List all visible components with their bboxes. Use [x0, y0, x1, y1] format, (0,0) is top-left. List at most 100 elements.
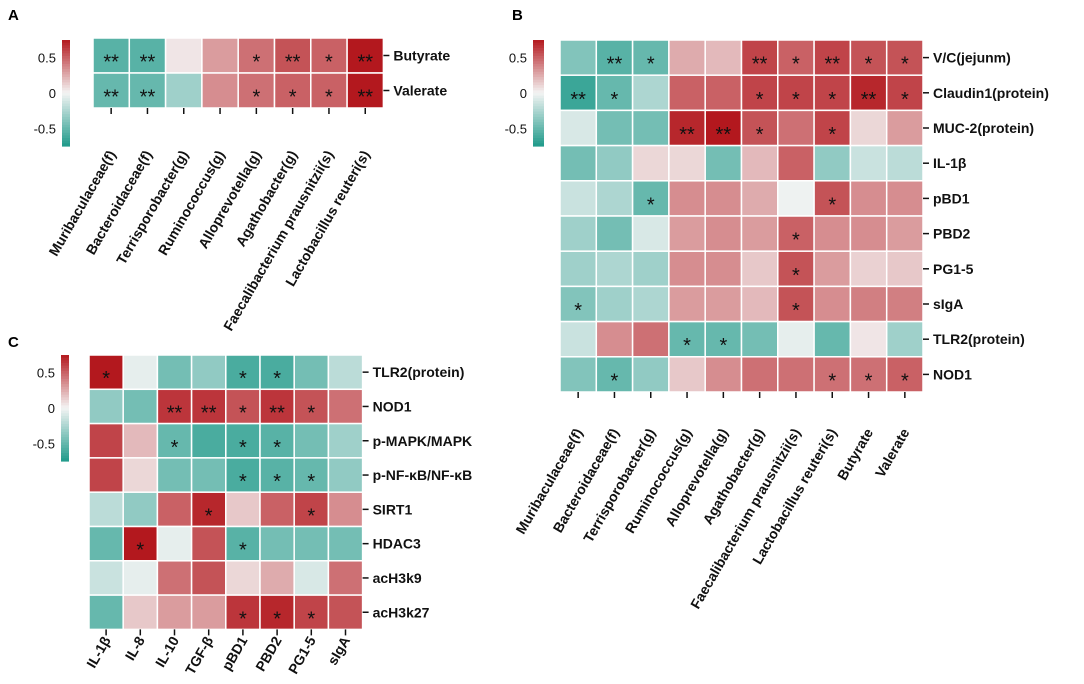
heatmap-cell: [595, 144, 634, 182]
heatmap-cell: [259, 491, 295, 528]
significance-mark: *: [683, 335, 691, 357]
row-label: V/C(jejunm): [933, 50, 1011, 66]
heatmap-cell: [595, 250, 634, 288]
significance-mark: *: [273, 368, 281, 390]
significance-mark: **: [201, 402, 217, 424]
colorbar-segment: [62, 42, 70, 46]
column-label: Butyrate: [834, 425, 876, 482]
heatmap-cell: [310, 37, 348, 74]
heatmap-cell: [849, 320, 888, 358]
colorbar-segment: [61, 378, 69, 383]
colorbar-segment: [533, 100, 544, 105]
heatmap-cell: [668, 250, 706, 288]
colorbar-segment: [533, 55, 544, 60]
significance-mark: *: [307, 471, 315, 493]
column-label: IL-8: [122, 633, 148, 663]
significance-mark: *: [239, 540, 247, 562]
significance-mark: *: [205, 505, 213, 527]
significance-mark: *: [171, 437, 179, 459]
colorbar-segment: [61, 437, 69, 441]
row-label: TLR2(protein): [373, 364, 465, 380]
colorbar-segment: [62, 85, 70, 89]
colorbar-segment: [62, 124, 70, 129]
colorbar-segment: [533, 135, 544, 139]
heatmap-cell: [704, 180, 743, 217]
significance-mark: **: [716, 124, 732, 146]
heatmap-cell: [293, 354, 330, 391]
heatmap-cell: [225, 594, 261, 631]
significance-mark: **: [103, 52, 119, 74]
heatmap-cell: [156, 560, 193, 596]
colorbar-segment: [62, 40, 70, 44]
heatmap-cell: [885, 144, 924, 182]
heatmap-cell: [668, 356, 706, 393]
heatmap-cell: [88, 594, 124, 631]
heatmap-cell: [559, 144, 598, 182]
heatmap-cell: [849, 144, 888, 182]
panel-letter-c: C: [8, 334, 19, 351]
heatmap-cell: [631, 109, 670, 147]
significance-mark: *: [611, 370, 619, 392]
significance-mark: *: [574, 300, 582, 322]
significance-mark: *: [273, 471, 281, 493]
heatmap-cell: [885, 356, 924, 393]
heatmap-cell: [849, 215, 888, 252]
significance-mark: *: [325, 87, 333, 109]
colorbar-segment: [533, 124, 544, 129]
significance-mark: *: [792, 89, 800, 111]
heatmap-cell: [740, 180, 779, 217]
colorbar-segment: [533, 114, 544, 118]
colorbar-tick-label: 0.5: [509, 51, 527, 66]
column-label: Bacteroidaceae(f): [549, 426, 622, 536]
column-label: Muribaculaceae(f): [512, 426, 585, 537]
heatmap-cell: [164, 37, 203, 74]
significance-mark: **: [679, 124, 695, 146]
heatmap-cell: [595, 109, 634, 147]
significance-mark: **: [861, 89, 877, 111]
colorbar-segment: [62, 90, 70, 94]
heatmap-cell: [777, 215, 815, 252]
significance-mark: *: [901, 54, 909, 76]
heatmap-cell: [849, 180, 888, 217]
heatmap-cell: [237, 72, 276, 109]
colorbar-segment: [62, 82, 70, 86]
colorbar-segment: [533, 77, 544, 81]
colorbar-segment: [61, 389, 69, 393]
heatmap-cell: [327, 594, 364, 631]
heatmap-cell: [225, 525, 261, 562]
heatmap-cell: [88, 525, 124, 562]
heatmap-cell: [595, 215, 634, 252]
colorbar-segment: [62, 143, 70, 147]
colorbar-segment: [62, 140, 70, 144]
heatmap-cell: [704, 109, 743, 147]
colorbar-tick-label: -0.5: [33, 436, 55, 451]
colorbar-segment: [62, 93, 70, 97]
significance-mark: *: [611, 89, 619, 111]
colorbar-segment: [61, 400, 69, 404]
heatmap-cell: [122, 422, 159, 459]
column-label: IL-1β: [83, 633, 114, 670]
row-label: TLR2(protein): [933, 331, 1025, 347]
heatmap-cell: [225, 457, 261, 493]
heatmap-cell: [201, 72, 239, 109]
colorbar-segment: [533, 71, 544, 76]
heatmap-cell: [327, 354, 364, 391]
colorbar-segment: [533, 132, 544, 136]
colorbar-segment: [533, 42, 544, 46]
heatmap-cell: [156, 525, 193, 562]
significance-mark: **: [357, 87, 373, 109]
colorbar-segment: [533, 116, 544, 121]
heatmap-cell: [813, 144, 852, 182]
colorbar-segment: [533, 50, 544, 54]
significance-mark: **: [140, 52, 156, 74]
heatmap-cell: [704, 144, 743, 182]
colorbar-segment: [61, 370, 69, 375]
heatmap-cell: [704, 39, 743, 76]
significance-mark: **: [140, 87, 156, 109]
heatmap-cell: [704, 215, 743, 252]
significance-mark: **: [752, 54, 768, 76]
heatmap-cell: [813, 215, 852, 252]
heatmap-cell: [259, 525, 295, 562]
heatmap-cell: [813, 320, 852, 358]
colorbar-segment: [61, 450, 69, 454]
